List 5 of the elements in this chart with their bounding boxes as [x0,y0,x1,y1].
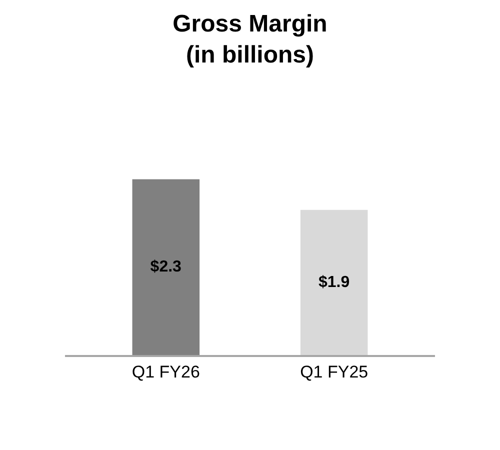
x-tick-label: Q1 FY25 [300,362,368,382]
data-label: $1.9 [318,274,350,291]
chart-title: Gross Margin (in billions) [172,10,328,69]
data-label: $2.3 [150,258,182,276]
x-tick-label: Q1 FY26 [132,362,200,382]
